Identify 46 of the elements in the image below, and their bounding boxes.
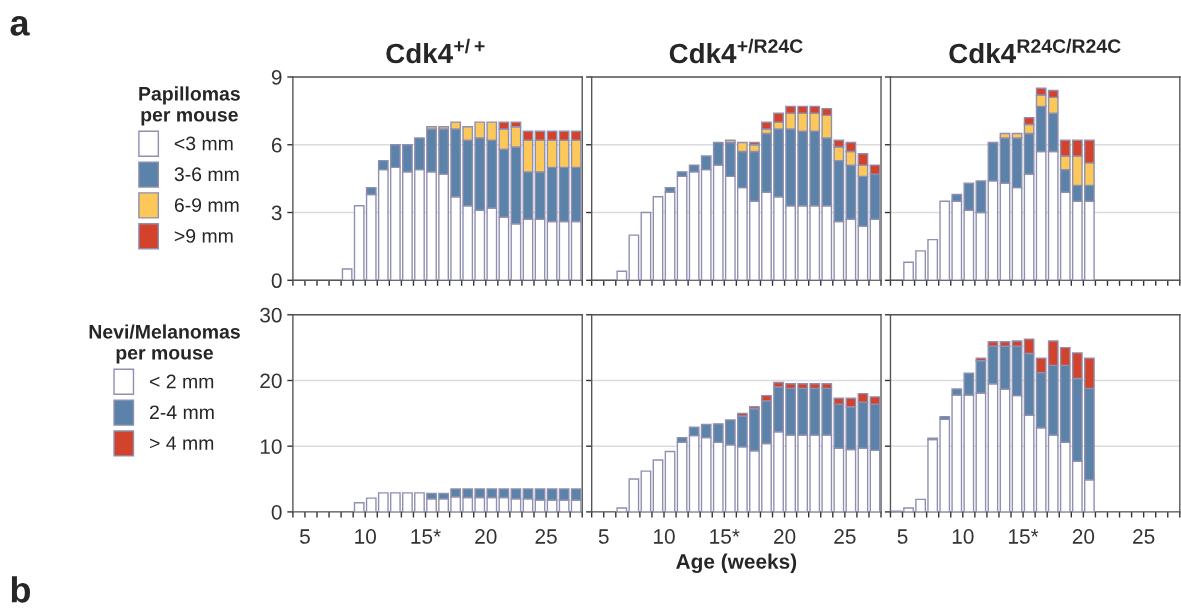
x-tick-label: 20 [1072, 529, 1095, 544]
legend-label: <3 mm [174, 136, 233, 151]
x-tick-label: 20 [774, 529, 796, 544]
x-axis-title: Age (weeks) [676, 553, 797, 574]
chart-title: Cdk4$^{+/R24C}$ [669, 38, 803, 64]
x-tick-label: 15* [411, 529, 441, 544]
bar [676, 441, 688, 512]
x-tick-label: 10 [654, 529, 675, 544]
x-tick-label: 15* [1009, 529, 1039, 544]
y-tick-label: 30 [260, 307, 282, 323]
legend-label: > 4 mm [150, 436, 214, 450]
legend-label: >9 mm [174, 229, 233, 243]
chart-title: Cdk4$^{+/+}$ [386, 38, 485, 64]
text: a [10, 15, 30, 36]
x-tick-label: 25 [834, 529, 856, 544]
legend-label: 6-9 mm [174, 198, 239, 212]
bar [664, 191, 676, 281]
y-tick-label: 6 [271, 137, 282, 153]
y-tick-label: 10 [260, 439, 282, 454]
bar [640, 470, 652, 512]
x-tick-label: 5 [897, 529, 908, 544]
legend-title: Papillomas per mouse [139, 86, 240, 126]
y-tick-label: 9 [271, 70, 282, 85]
x-tick-label: 25 [1133, 529, 1155, 544]
x-tick-label: 5 [598, 529, 609, 544]
x-tick-label: 20 [475, 529, 497, 544]
legend-label: 2-4 mm [150, 405, 214, 419]
x-tick-label: 25 [535, 529, 557, 544]
bar [676, 175, 688, 281]
bar [652, 196, 664, 281]
x-tick-label: 10 [952, 529, 974, 544]
bar [664, 450, 676, 512]
y-tick-label: 0 [271, 504, 282, 520]
y-tick-label: 3 [271, 205, 282, 221]
x-tick-label: 15* [710, 529, 740, 544]
legend-title: Nevi/Melanomas per mouse [89, 324, 240, 364]
text: b [11, 576, 31, 603]
x-tick-label: 10 [355, 529, 376, 544]
y-tick-label: 20 [260, 373, 282, 389]
y-tick-label: 0 [271, 273, 282, 289]
bar [652, 459, 664, 512]
bar [640, 211, 652, 281]
chart-title: Cdk4$^{R24C/R24C}$ [949, 38, 1121, 64]
legend-label: 3-6 mm [174, 167, 239, 182]
x-tick-label: 5 [299, 529, 310, 544]
legend-label: < 2 mm [150, 374, 214, 389]
